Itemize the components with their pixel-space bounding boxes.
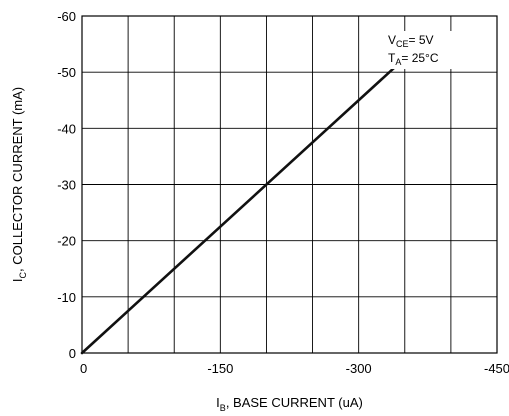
y-axis-label-sub: C (18, 272, 28, 279)
y-tick-label: -50 (57, 65, 76, 80)
annotation-vce: VCE= 5V (388, 33, 434, 49)
y-axis-label: IC, COLLECTOR CURRENT (mA) (10, 87, 28, 282)
x-axis-label-sub: B (220, 403, 226, 413)
y-tick-label: -60 (57, 9, 76, 24)
x-tick-label: 0 (80, 361, 87, 376)
y-tick-label: -20 (57, 234, 76, 249)
x-tick-label: -300 (346, 361, 372, 376)
y-axis-label-rest: , COLLECTOR CURRENT (mA) (10, 87, 25, 272)
annotation-ta: TA= 25°C (388, 51, 439, 67)
x-tick-labels: 0 -150 -300 -450 (80, 361, 509, 376)
annotation-vce-rest: = 5V (409, 33, 434, 47)
y-tick-label: -30 (57, 178, 76, 193)
x-axis-label-rest: , BASE CURRENT (uA) (226, 395, 363, 410)
y-tick-label: 0 (69, 346, 76, 361)
y-tick-labels: 0 -10 -20 -30 -40 -50 -60 (57, 9, 76, 361)
series-layer (80, 65, 397, 355)
x-axis-label: IB, BASE CURRENT (uA) (216, 395, 363, 413)
annotation-background (385, 31, 477, 69)
y-axis-label-main: I (10, 279, 25, 283)
annotation-ta-sub: A (395, 57, 401, 67)
x-tick-label: -150 (207, 361, 233, 376)
y-tick-label: -10 (57, 290, 76, 305)
x-axis-label-main: I (216, 395, 220, 410)
series-line (80, 65, 397, 355)
annotation-vce-main: V (388, 33, 396, 47)
y-tick-label: -40 (57, 121, 76, 136)
annotation-ta-main: T (388, 51, 396, 65)
plot-frame (81, 15, 498, 354)
annotation-ta-rest: = 25°C (401, 51, 438, 65)
annotation-vce-sub: CE (396, 39, 409, 49)
conditions-annotation: VCE= 5V TA= 25°C (385, 31, 477, 69)
x-tick-label: -450 (484, 361, 509, 376)
grid (82, 16, 497, 353)
